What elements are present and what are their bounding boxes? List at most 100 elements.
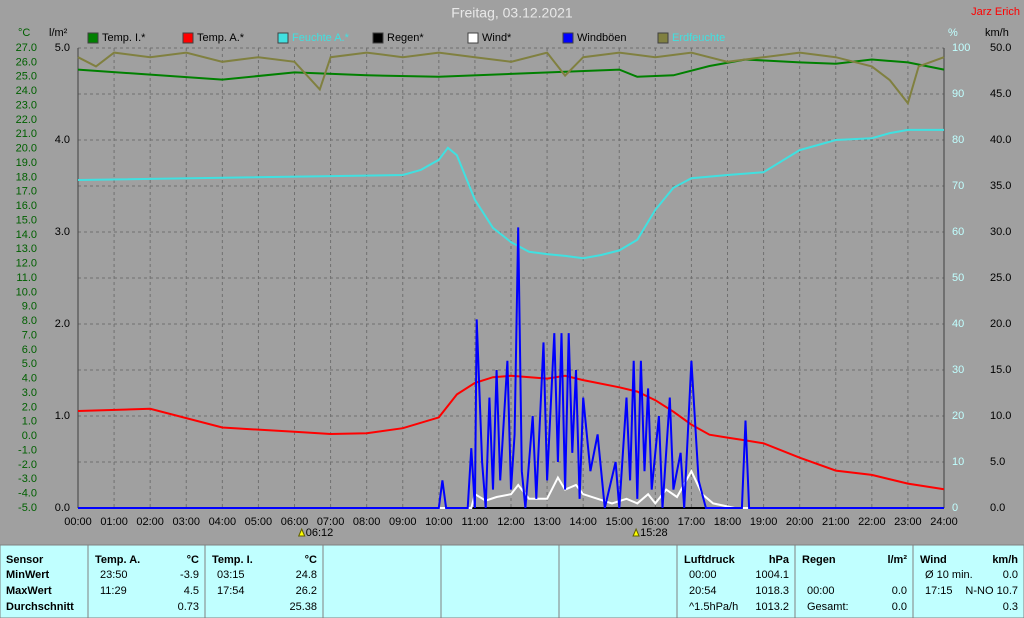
x-tick-label: 05:00	[245, 516, 273, 528]
y-tick-label: 25.0	[16, 71, 37, 83]
legend-swatch	[182, 32, 194, 44]
y-tick-label: -4.0	[18, 488, 37, 500]
y-tick-label: 45.0	[990, 88, 1011, 100]
cell-time: 20:54	[689, 585, 717, 597]
y-tick-label: 27.0	[16, 42, 37, 54]
sun-marker	[297, 527, 306, 537]
y-tick-label: 0.0	[22, 430, 37, 442]
y-tick-label: 0.0	[990, 502, 1005, 514]
x-tick-label: 01:00	[100, 516, 128, 528]
x-tick-label: 11:00	[462, 516, 489, 528]
sun-time: 06:12	[306, 527, 334, 539]
x-tick-label: 13:00	[533, 516, 561, 528]
cell-value: 0.0	[892, 585, 907, 597]
legend-label: Temp. I.*	[102, 32, 146, 44]
column-unit: km/h	[992, 554, 1018, 566]
column-header: Temp. I.	[212, 554, 253, 566]
y-tick-label: 22.0	[16, 114, 37, 126]
y-tick-label: 6.0	[22, 344, 37, 356]
chart-title: Freitag, 03.12.2021	[451, 5, 573, 21]
sun-marker	[632, 527, 640, 537]
legend-swatch	[467, 32, 479, 44]
x-tick-label: 04:00	[209, 516, 237, 528]
y-tick-label: 1.0	[22, 416, 37, 428]
series-line	[78, 469, 944, 509]
legend-label: Feuchte A.*	[292, 32, 350, 44]
legend-label: Temp. A.*	[197, 32, 245, 44]
y-tick-label: 30.0	[990, 226, 1011, 238]
y-tick-label: 16.0	[16, 200, 37, 212]
y-tick-label: 3.0	[55, 226, 70, 238]
x-tick-label: 21:00	[822, 516, 850, 528]
x-tick-label: 00:00	[64, 516, 92, 528]
legend-swatch	[372, 32, 384, 44]
y-tick-label: 70	[952, 180, 964, 192]
x-tick-label: 09:00	[389, 516, 417, 528]
x-tick-label: 15:00	[605, 516, 633, 528]
y-tick-label: 12.0	[16, 258, 37, 270]
y-tick-label: 9.0	[22, 301, 37, 313]
legend-swatch	[657, 32, 669, 44]
y-tick-label: 7.0	[22, 329, 37, 341]
y-tick-label: 13.0	[16, 243, 37, 255]
cell-value: 25.38	[289, 601, 317, 613]
column-header: Wind	[920, 554, 947, 566]
legend-swatch	[87, 32, 99, 44]
y-tick-label: 80	[952, 134, 964, 146]
y-tick-label: 5.0	[55, 42, 70, 54]
y-tick-label: -5.0	[18, 502, 37, 514]
x-tick-label: 24:00	[930, 516, 958, 528]
column-unit: hPa	[769, 554, 790, 566]
cell-value: 24.8	[296, 569, 317, 581]
y-tick-label: 60	[952, 226, 964, 238]
row-label: MinWert	[6, 569, 50, 581]
cell-time: Ø 10 min.	[925, 569, 973, 581]
x-tick-label: 14:00	[569, 516, 597, 528]
column-unit: °C	[187, 554, 199, 566]
y-tick-label: 19.0	[16, 157, 37, 169]
y-tick-label: 0.0	[55, 502, 70, 514]
y-tick-label: 24.0	[16, 85, 37, 97]
y-tick-label: 40	[952, 318, 964, 330]
column-unit: °C	[305, 554, 317, 566]
y-tick-label: 3.0	[22, 387, 37, 399]
y-tick-label: 10.0	[990, 410, 1011, 422]
author: Jarz Erich	[971, 6, 1020, 18]
y-tick-label: 17.0	[16, 186, 37, 198]
x-tick-label: 20:00	[786, 516, 814, 528]
cell-value: 26.2	[296, 585, 317, 597]
y-tick-label: 20	[952, 410, 964, 422]
x-tick-label: 06:00	[281, 516, 309, 528]
y-tick-label: 26.0	[16, 56, 37, 68]
y-tick-label: -2.0	[18, 459, 37, 471]
y-tick-label: 20.0	[16, 143, 37, 155]
x-tick-label: 02:00	[136, 516, 164, 528]
y-tick-label: 15.0	[16, 214, 37, 226]
sun-time: 15:28	[640, 527, 668, 539]
y-tick-label: 5.0	[990, 456, 1005, 468]
y-tick-label: 23.0	[16, 99, 37, 111]
x-tick-label: 19:00	[750, 516, 778, 528]
x-tick-label: 17:00	[678, 516, 706, 528]
cell-value: 0.73	[178, 601, 199, 613]
legend-label: Erdfeuchte	[672, 32, 725, 44]
unit-label: %	[948, 27, 958, 39]
x-tick-label: 23:00	[894, 516, 922, 528]
y-tick-label: 90	[952, 88, 964, 100]
y-tick-label: 5.0	[22, 358, 37, 370]
cell-time: 03:15	[217, 569, 245, 581]
y-tick-label: 14.0	[16, 229, 37, 241]
y-tick-label: 2.0	[55, 318, 70, 330]
column-unit: l/m²	[887, 554, 907, 566]
column-header: Temp. A.	[95, 554, 140, 566]
y-tick-label: 25.0	[990, 272, 1011, 284]
y-tick-label: 2.0	[22, 401, 37, 413]
row-label: MaxWert	[6, 585, 52, 597]
x-tick-label: 08:00	[353, 516, 381, 528]
series-line	[77, 51, 945, 106]
unit-label: l/m²	[49, 27, 68, 39]
unit-label: km/h	[985, 27, 1009, 39]
y-tick-label: 40.0	[990, 134, 1011, 146]
cell-time: 11:29	[100, 585, 127, 597]
